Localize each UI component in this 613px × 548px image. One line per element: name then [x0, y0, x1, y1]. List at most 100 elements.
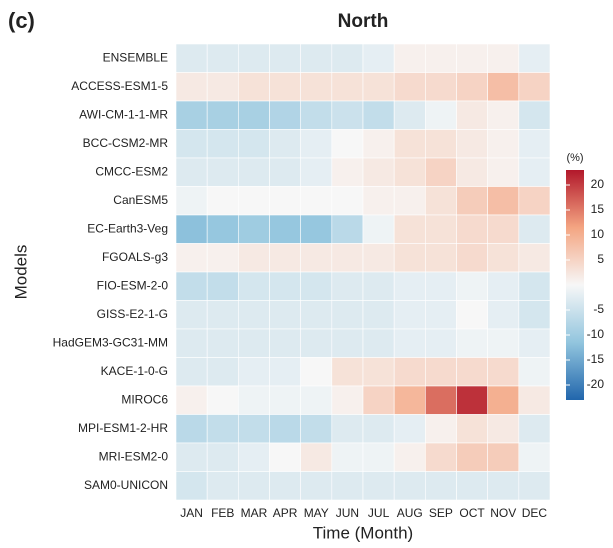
heat-cell: [456, 271, 488, 301]
heat-cell: [238, 357, 270, 387]
heat-cell: [238, 414, 270, 444]
heat-cell: [269, 328, 301, 358]
x-tick-label: JUL: [368, 506, 390, 520]
heat-cell: [206, 43, 239, 73]
heat-cell: [331, 43, 364, 73]
heat-cell: [206, 442, 239, 472]
heat-cell: [456, 129, 488, 159]
heat-cell: [206, 157, 239, 187]
heat-cell: [393, 328, 426, 358]
heat-cell: [331, 300, 364, 330]
heat-cell: [269, 300, 301, 330]
heat-cell: [487, 243, 520, 273]
heat-cell: [393, 43, 426, 73]
x-tick-label: APR: [273, 506, 298, 520]
y-tick-label: CMCC-ESM2: [95, 164, 168, 178]
heat-cell: [206, 100, 239, 130]
heat-cell: [331, 442, 364, 472]
heat-cell: [300, 43, 333, 73]
heat-cell: [487, 43, 520, 73]
colorbar-tick-label: 15: [591, 202, 605, 216]
heat-cell: [425, 357, 457, 387]
heat-cell: [300, 414, 333, 444]
heat-cell: [393, 300, 426, 330]
heat-cell: [175, 385, 208, 415]
heat-cell: [393, 471, 426, 501]
heat-cell: [269, 471, 301, 501]
heat-cell: [238, 300, 270, 330]
heat-cell: [518, 328, 551, 358]
heat-cell: [331, 243, 364, 273]
heat-cell: [456, 442, 488, 472]
heat-cell: [300, 100, 333, 130]
heat-cell: [393, 100, 426, 130]
heat-cell: [518, 385, 551, 415]
colorbar-tick-label: 10: [591, 227, 605, 241]
heat-cell: [300, 271, 333, 301]
heat-cell: [518, 243, 551, 273]
heat-cell: [487, 214, 520, 244]
heat-cell: [206, 414, 239, 444]
heat-cell: [425, 328, 457, 358]
heat-cell: [362, 357, 395, 387]
y-tick-label: BCC-CSM2-MR: [83, 136, 169, 150]
colorbar-tick-label: -15: [587, 352, 605, 366]
heat-cell: [175, 214, 208, 244]
heat-cell: [331, 357, 364, 387]
heat-cell: [362, 442, 395, 472]
heat-cell: [238, 72, 270, 102]
heat-cell: [331, 328, 364, 358]
heat-cell: [269, 243, 301, 273]
heat-cell: [518, 214, 551, 244]
heat-cell: [238, 186, 270, 216]
heat-cell: [238, 43, 270, 73]
heat-cell: [269, 100, 301, 130]
y-tick-label: MRI-ESM2-0: [99, 449, 169, 463]
heat-cell: [300, 442, 333, 472]
heat-cell: [300, 129, 333, 159]
heat-cell: [206, 271, 239, 301]
heat-cell: [456, 43, 488, 73]
heat-cell: [331, 186, 364, 216]
heat-cell: [362, 328, 395, 358]
y-tick-label: EC-Earth3-Veg: [87, 221, 168, 235]
heat-cell: [456, 100, 488, 130]
heat-cell: [206, 385, 239, 415]
heat-cell: [456, 471, 488, 501]
y-tick-label: MIROC6: [121, 392, 168, 406]
heat-cell: [425, 243, 457, 273]
heat-cell: [425, 157, 457, 187]
y-tick-label: SAM0-UNICON: [84, 478, 168, 492]
heat-cell: [487, 186, 520, 216]
heat-cell: [300, 385, 333, 415]
heat-cell: [456, 157, 488, 187]
heat-cell: [331, 72, 364, 102]
x-tick-label: DEC: [522, 506, 548, 520]
heat-cell: [175, 442, 208, 472]
heat-cell: [175, 471, 208, 501]
heat-cell: [269, 129, 301, 159]
heat-cell: [518, 129, 551, 159]
heat-cell: [238, 157, 270, 187]
heat-cell: [300, 357, 333, 387]
x-tick-label: FEB: [211, 506, 234, 520]
heat-cell: [362, 157, 395, 187]
colorbar-tick-label: -5: [593, 302, 604, 316]
heat-cell: [362, 414, 395, 444]
heat-cell: [487, 271, 520, 301]
heat-cell: [175, 186, 208, 216]
heat-cell: [362, 243, 395, 273]
heat-cell: [393, 414, 426, 444]
heat-cell: [175, 243, 208, 273]
heat-cell: [425, 186, 457, 216]
heat-cell: [456, 72, 488, 102]
heat-cell: [238, 471, 270, 501]
heat-cell: [393, 129, 426, 159]
heat-cell: [518, 300, 551, 330]
heat-cell: [238, 100, 270, 130]
colorbar-tick-label: 20: [591, 177, 605, 191]
heat-cell: [206, 328, 239, 358]
y-tick-label: MPI-ESM1-2-HR: [78, 421, 168, 435]
heat-cell: [393, 186, 426, 216]
y-tick-label: GISS-E2-1-G: [97, 307, 168, 321]
